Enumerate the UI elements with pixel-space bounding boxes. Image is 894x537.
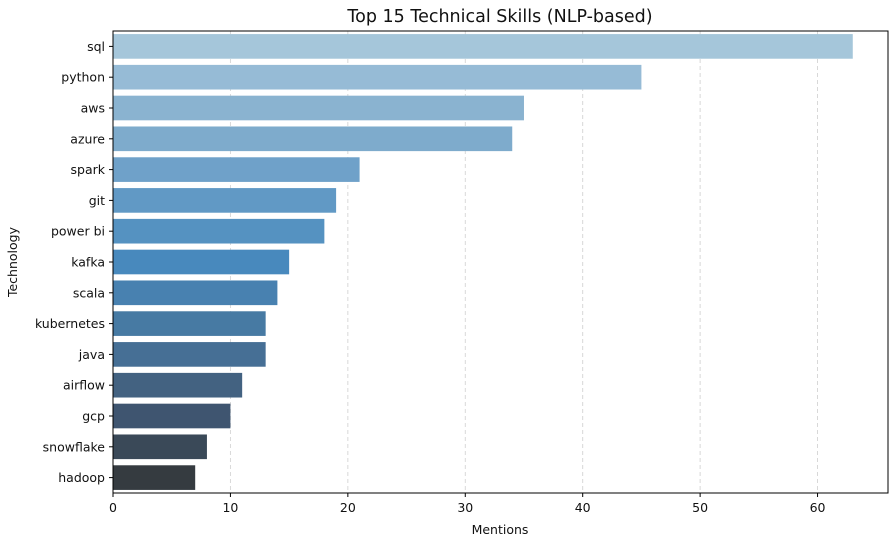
y-tick-label: spark xyxy=(71,162,106,177)
y-tick-label: power bi xyxy=(51,224,105,239)
bar-power-bi xyxy=(113,218,325,244)
y-axis-label: Technology xyxy=(5,226,20,298)
x-tick-label: 40 xyxy=(575,500,591,515)
y-tick-label: airflow xyxy=(63,378,105,393)
bar-spark xyxy=(113,157,360,182)
bars xyxy=(113,34,853,490)
plot-frame xyxy=(112,30,889,494)
chart-title: Top 15 Technical Skills (NLP-based) xyxy=(346,7,652,27)
y-tick-label: git xyxy=(89,193,105,208)
bar-azure xyxy=(113,126,513,152)
bar-hadoop xyxy=(113,465,196,490)
bar-java xyxy=(113,342,266,367)
y-tick-label: hadoop xyxy=(58,470,105,485)
y-tick-label: aws xyxy=(81,101,105,116)
bar-scala xyxy=(113,280,278,306)
bar-gcp xyxy=(113,403,231,429)
y-tick-label: java xyxy=(78,347,105,362)
x-tick-label: 30 xyxy=(457,500,473,515)
y-tick-label: kafka xyxy=(71,255,105,270)
x-tick-label: 0 xyxy=(109,500,117,515)
bar-aws xyxy=(113,95,524,121)
bar-airflow xyxy=(113,372,243,398)
y-tick-labels: sql python aws azure spark git power bi kafka sc… xyxy=(35,39,113,485)
y-tick-label: gcp xyxy=(82,409,105,424)
y-tick-label: python xyxy=(61,70,105,85)
x-tick-label: 20 xyxy=(340,500,356,515)
x-tick-labels: 0 10 20 30 40 50 60 xyxy=(109,493,826,515)
y-tick-label: sql xyxy=(87,39,105,54)
x-tick-label: 60 xyxy=(810,500,826,515)
x-tick-label: 10 xyxy=(222,500,238,515)
bar-kafka xyxy=(113,249,290,275)
y-tick-label: azure xyxy=(70,131,105,146)
bar-kubernetes xyxy=(113,311,266,336)
bar-snowflake xyxy=(113,434,207,460)
x-tick-label: 50 xyxy=(692,500,708,515)
y-tick-label: kubernetes xyxy=(35,316,105,331)
bar-git xyxy=(113,188,337,213)
y-tick-label: scala xyxy=(73,285,105,300)
bar-sql xyxy=(113,34,853,59)
bar-python xyxy=(113,64,642,90)
y-tick-label: snowflake xyxy=(43,439,106,454)
x-axis-label: Mentions xyxy=(472,522,529,537)
